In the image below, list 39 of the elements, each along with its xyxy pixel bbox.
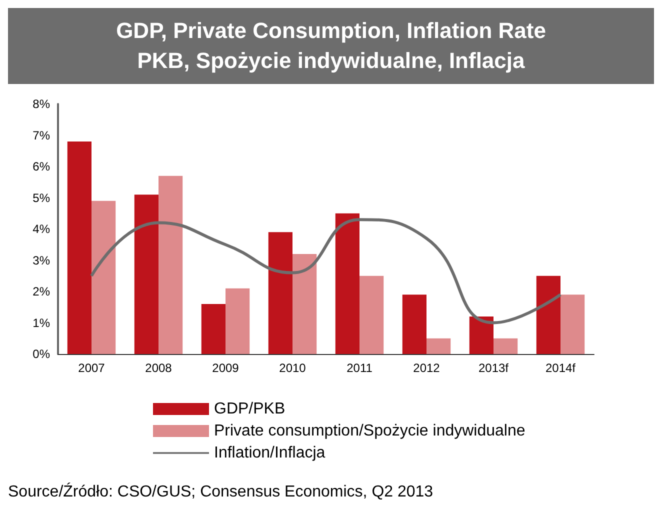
bar <box>292 254 317 354</box>
legend-label: GDP/PKB <box>214 400 286 418</box>
bar <box>560 294 585 354</box>
source-note: Source/Źródło: CSO/GUS; Consensus Economics, Q2 2013 <box>8 482 434 500</box>
legend-label: Inflation/Inflacja <box>214 444 326 462</box>
bar <box>201 304 226 354</box>
x-tick-label: 2009 <box>212 361 240 375</box>
bar <box>158 176 183 354</box>
bar <box>92 200 116 354</box>
x-tick-label: 2013f <box>478 361 510 375</box>
bar <box>134 194 158 354</box>
bar <box>402 294 426 354</box>
bar <box>536 276 560 354</box>
x-tick-label: 2012 <box>413 361 440 375</box>
bar <box>268 232 292 354</box>
y-tick-label: 7% <box>32 128 50 142</box>
y-tick-label: 6% <box>32 160 50 174</box>
bar <box>226 288 250 354</box>
y-tick-label: 3% <box>32 253 50 268</box>
x-tick-label: 2014f <box>545 361 576 375</box>
x-tick-label: 2007 <box>78 361 106 375</box>
line-series <box>90 218 562 324</box>
x-tick-label: 2008 <box>145 361 172 375</box>
bar <box>335 213 360 354</box>
bar <box>426 338 451 354</box>
x-tick-label: 2010 <box>279 361 306 375</box>
bar <box>469 316 494 354</box>
y-tick-label: 5% <box>32 190 50 205</box>
bar <box>67 142 92 354</box>
y-tick-label: 1% <box>32 316 50 330</box>
chart-title: GDP, Private Consumption, Inflation Rate PKB, Spożycie indywidualne, Inflacja <box>8 8 654 84</box>
y-tick-label: 2% <box>32 284 50 298</box>
y-tick-label: 8% <box>32 97 50 111</box>
bar <box>494 338 518 354</box>
x-tick-label: 2011 <box>346 361 373 375</box>
y-tick-label: 4% <box>32 222 50 236</box>
bar <box>360 276 384 354</box>
legend-label: Private consumption/Spożycie indywidualne <box>214 422 526 440</box>
y-tick-label: 0% <box>32 347 50 361</box>
